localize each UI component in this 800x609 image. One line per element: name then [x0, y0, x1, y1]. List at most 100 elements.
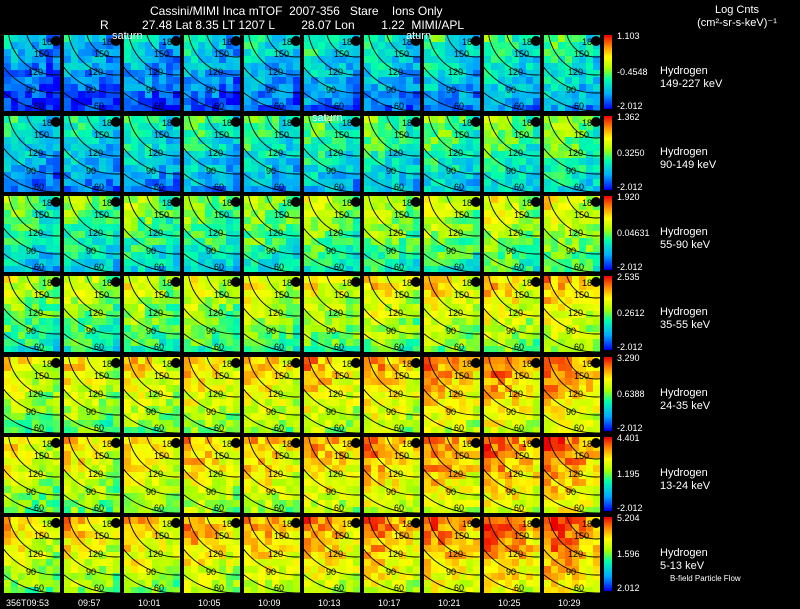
contour-label: 120: [568, 148, 583, 158]
pitch-angle-contour: [188, 517, 240, 558]
contour-label: 90: [446, 166, 456, 176]
pitch-angle-contour: [206, 35, 240, 58]
contour-label: 120: [88, 67, 103, 77]
contour-label: 150: [514, 49, 529, 59]
pitch-angle-contour: [424, 548, 480, 576]
energy-range-label: 149-227 keV: [660, 78, 723, 90]
saturn-marker: [111, 36, 120, 46]
pitch-angle-contour: [184, 548, 240, 576]
species-label: Hydrogen: [660, 387, 708, 399]
species-label: Hydrogen: [660, 306, 708, 318]
species-label: Hydrogen: [660, 467, 708, 479]
contour-label: 180: [102, 37, 117, 47]
saturn-marker: [171, 197, 180, 207]
pitch-angle-contour: [506, 437, 540, 460]
contour-label: 120: [268, 308, 283, 318]
pitch-angle-contour: [206, 276, 240, 299]
pitch-angle-contour: [128, 357, 180, 398]
energy-range-label: 13-24 keV: [660, 480, 711, 492]
pitch-angle-contour: [4, 147, 60, 175]
colorbar-mid-label: -0.4548: [617, 67, 648, 77]
colorbar: [604, 35, 612, 109]
units-line1: Log Cnts: [714, 4, 760, 16]
pitch-angle-contour: [446, 357, 480, 380]
contour-label: 120: [268, 389, 283, 399]
pitch-angle-contour: [248, 276, 300, 317]
contour-label: 120: [88, 549, 103, 559]
colorbar-mid-label: 1.195: [617, 469, 640, 479]
pitch-angle-contour: [428, 196, 480, 237]
contour-label: 90: [446, 407, 456, 417]
pitch-angle-contour: [566, 116, 600, 139]
pitch-angle-contour: [26, 517, 60, 540]
contour-label: 180: [42, 198, 57, 208]
contour-label: 60: [274, 423, 284, 433]
contour-label: 150: [154, 531, 169, 541]
saturn-marker: [291, 518, 300, 528]
contour-label: 180: [282, 198, 297, 208]
saturn-marker: [51, 117, 60, 127]
image-cell: 180 150 120 90 60: [184, 196, 240, 272]
contour-label: 150: [154, 210, 169, 220]
pitch-angle-contour: [548, 357, 600, 398]
contour-label: 120: [268, 67, 283, 77]
pitch-angle-contour: [484, 147, 540, 175]
image-cell: 180 150 120 90 60: [64, 276, 120, 352]
contour-label: 180: [522, 359, 537, 369]
saturn-marker: [351, 358, 360, 368]
colorbar-mid-label: 0.6388: [617, 389, 645, 399]
contour-label: 120: [268, 228, 283, 238]
pitch-angle-contour: [184, 227, 240, 255]
contour-label: 60: [454, 262, 464, 272]
contour-label: 90: [26, 326, 36, 336]
contour-label: 150: [94, 49, 109, 59]
contour-label: 150: [514, 210, 529, 220]
contour-label: 150: [394, 290, 409, 300]
colorbar: [604, 437, 612, 511]
pitch-angle-contour: [124, 227, 180, 255]
pitch-angle-contour: [544, 66, 600, 94]
contour-label: 60: [334, 182, 344, 192]
pitch-angle-contour: [124, 147, 180, 175]
image-cell: 180 150 120 90 60: [484, 196, 540, 272]
pitch-angle-contour: [424, 388, 480, 416]
pitch-angle-contour: [86, 517, 120, 540]
contour-label: 150: [334, 210, 349, 220]
contour-label: 60: [154, 262, 164, 272]
contour-label: 150: [214, 451, 229, 461]
species-label: Hydrogen: [660, 226, 708, 238]
contour-label: 60: [394, 342, 404, 352]
contour-label: 90: [206, 326, 216, 336]
contour-label: 120: [448, 148, 463, 158]
contour-label: 90: [506, 166, 516, 176]
contour-label: 180: [102, 359, 117, 369]
pitch-angle-contour: [68, 357, 120, 398]
contour-label: 120: [388, 549, 403, 559]
image-cell: 180 150 120 90 60: [544, 116, 600, 192]
contour-label: 90: [146, 487, 156, 497]
pitch-angle-contour: [244, 388, 300, 416]
image-cell: 180 150 120 90 60: [304, 276, 360, 352]
energy-channel-label: Hydrogen 149-227 keV: [660, 65, 722, 91]
contour-label: 180: [282, 118, 297, 128]
contour-label: 150: [274, 371, 289, 381]
contour-label: 120: [328, 67, 343, 77]
contour-label: 180: [162, 359, 177, 369]
pitch-angle-contour: [548, 35, 600, 76]
image-cell: 180 150 120 90 60: [424, 276, 480, 352]
contour-label: 150: [394, 451, 409, 461]
contour-label: 150: [514, 451, 529, 461]
pitch-angle-contour: [244, 548, 300, 576]
contour-label: 180: [222, 118, 237, 128]
pitch-angle-contour: [124, 307, 180, 335]
saturn-marker: [471, 518, 480, 528]
contour-label: 120: [208, 308, 223, 318]
contour-label: 150: [454, 451, 469, 461]
contour-label: 90: [506, 487, 516, 497]
contour-label: 120: [328, 308, 343, 318]
pitch-angle-contour: [488, 35, 540, 76]
saturn-marker: [51, 277, 60, 287]
contour-label: 90: [26, 407, 36, 417]
pitch-angle-contour: [184, 66, 240, 94]
pitch-angle-contour: [266, 35, 300, 58]
